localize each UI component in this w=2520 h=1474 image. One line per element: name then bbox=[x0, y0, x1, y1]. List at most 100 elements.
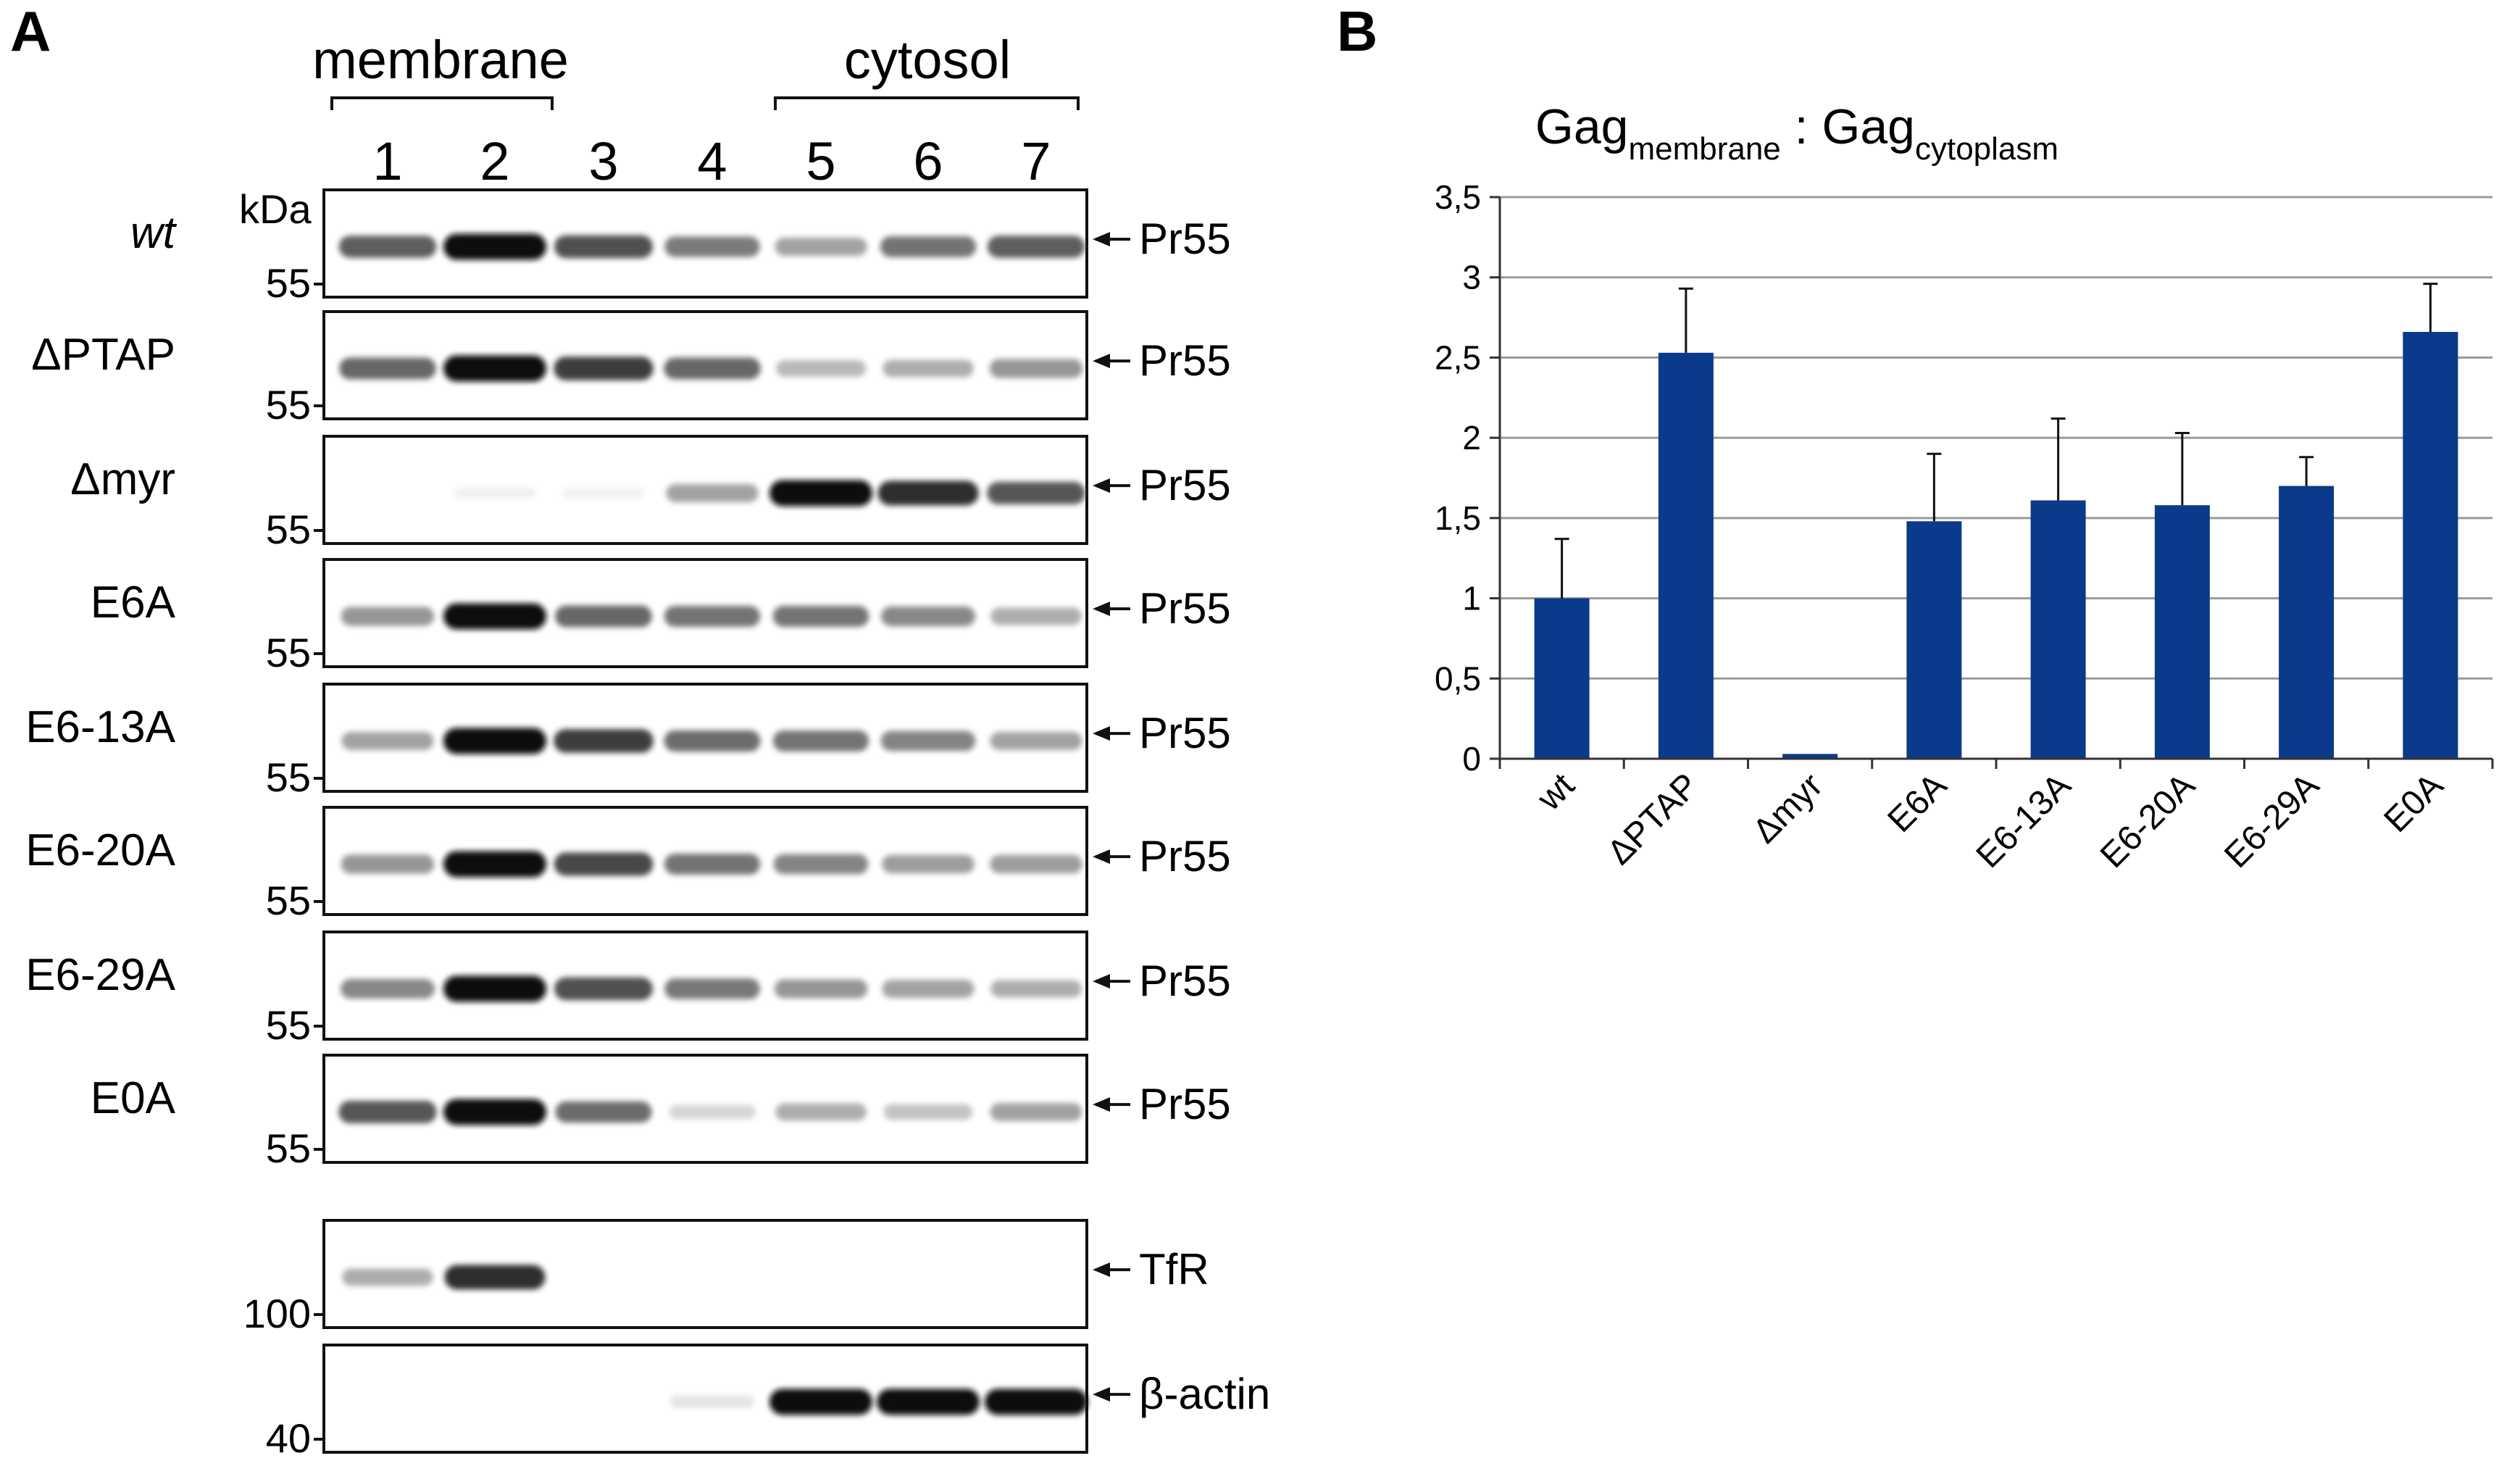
y-tick-label: 0 bbox=[1462, 740, 1481, 778]
lane-number-1: 1 bbox=[372, 131, 402, 191]
band-lane-1 bbox=[342, 1268, 433, 1286]
bar-Δmyr bbox=[1782, 754, 1838, 759]
band-lane-2 bbox=[443, 233, 546, 260]
x-axis-category-labels: wt ΔPTAP Δmyr E6A E6-13A E6-20A E6-29A E0A bbox=[1530, 766, 2450, 875]
chart-title-separator: : bbox=[1781, 99, 1822, 154]
marker-55-kda: 55 bbox=[266, 260, 311, 306]
band-lane-5 bbox=[774, 979, 868, 999]
blot-row-E6-20A: 55 E6-20A Pr55 bbox=[25, 806, 1231, 923]
error-bars bbox=[1554, 283, 2438, 599]
x-label-Δmyr: Δmyr bbox=[1745, 766, 1830, 851]
arrow-head bbox=[1093, 726, 1110, 741]
band-lane-2 bbox=[443, 603, 546, 630]
x-label-E6A: E6A bbox=[1881, 766, 1955, 840]
marker-55-kda: 55 bbox=[266, 754, 311, 800]
y-tick-label: 2,5 bbox=[1435, 338, 1481, 376]
band-lane-2 bbox=[454, 487, 536, 499]
chart-title-gag-2: Gag bbox=[1822, 99, 1915, 154]
row-label: E6-20A bbox=[25, 825, 175, 875]
blot-row-wt: 55 wt Pr55 bbox=[130, 188, 1231, 306]
y-tick-label: 1,5 bbox=[1435, 499, 1481, 537]
band-lane-4 bbox=[664, 605, 761, 627]
group-membrane-label: membrane bbox=[312, 30, 569, 90]
blot-row-Δmyr: 55 Δmyr Pr55 bbox=[70, 435, 1231, 552]
blot-frame bbox=[322, 1219, 1088, 1329]
chart-title-sub-cytoplasm: cytoplasm bbox=[1915, 131, 2058, 167]
band-label-β-actin: β-actin bbox=[1139, 1370, 1270, 1418]
blot-row-ΔPTAP: 55 ΔPTAP Pr55 bbox=[31, 310, 1231, 428]
band-label-Pr55: Pr55 bbox=[1139, 461, 1231, 509]
y-tick-label: 3,5 bbox=[1435, 178, 1481, 216]
band-lane-3 bbox=[555, 605, 652, 628]
band-lane-4 bbox=[664, 357, 761, 380]
band-lane-5 bbox=[772, 730, 869, 751]
band-lane-5 bbox=[769, 480, 872, 507]
bar-E6-13A bbox=[2030, 500, 2086, 759]
bar-series bbox=[1534, 332, 2458, 759]
band-label-TfR: TfR bbox=[1139, 1245, 1209, 1294]
blot-row-TfR: 100 TfR bbox=[243, 1219, 1209, 1336]
band-lane-4 bbox=[666, 483, 759, 502]
band-lane-4 bbox=[669, 1395, 755, 1409]
row-label: Δmyr bbox=[70, 454, 175, 504]
band-lane-3 bbox=[554, 357, 654, 380]
band-lane-6 bbox=[882, 979, 975, 998]
panel-b-letter: B bbox=[1337, 0, 1377, 63]
band-lane-1 bbox=[338, 236, 437, 258]
band-lane-5 bbox=[773, 854, 869, 875]
band-lane-3 bbox=[554, 729, 654, 753]
band-lane-1 bbox=[338, 1100, 437, 1124]
band-lane-2 bbox=[443, 975, 546, 1002]
row-label: E6A bbox=[91, 578, 176, 628]
y-tick-label: 0,5 bbox=[1435, 659, 1481, 697]
marker-100-kda: 100 bbox=[243, 1291, 311, 1336]
band-lane-3 bbox=[562, 487, 645, 499]
band-lane-1 bbox=[339, 357, 436, 380]
y-tick-label: 1 bbox=[1462, 580, 1481, 617]
arrow-head bbox=[1093, 478, 1110, 494]
x-label-wt: wt bbox=[1530, 766, 1582, 818]
band-lane-3 bbox=[554, 235, 653, 259]
band-lane-3 bbox=[555, 1101, 652, 1123]
band-lane-4 bbox=[664, 730, 761, 752]
chart-axes bbox=[1490, 196, 2494, 769]
lane-number-3: 3 bbox=[588, 131, 618, 191]
row-label: E6-29A bbox=[25, 950, 175, 1000]
band-label-Pr55: Pr55 bbox=[1139, 215, 1231, 263]
band-lane-6 bbox=[883, 1104, 973, 1120]
band-lane-7 bbox=[989, 359, 1083, 378]
arrow-head bbox=[1093, 1387, 1110, 1402]
blot-row-β-actin: 40 β-actin bbox=[266, 1344, 1270, 1461]
band-lane-4 bbox=[664, 236, 760, 257]
lane-number-2: 2 bbox=[480, 131, 509, 191]
blot-row-E6A: 55 E6A Pr55 bbox=[91, 558, 1231, 675]
lane-number-4: 4 bbox=[697, 131, 727, 191]
bar-wt bbox=[1534, 598, 1590, 759]
band-lane-7 bbox=[990, 607, 1082, 625]
marker-55-kda: 55 bbox=[266, 1002, 311, 1048]
chart-title-gag-1: Gag bbox=[1535, 99, 1629, 154]
row-label: wt bbox=[130, 208, 178, 258]
arrow-head bbox=[1093, 354, 1110, 369]
marker-55-kda: 55 bbox=[266, 507, 311, 552]
bar-E0A bbox=[2403, 332, 2458, 759]
arrow-head bbox=[1093, 601, 1110, 617]
blot-row-E0A: 55 E0A Pr55 bbox=[91, 1054, 1231, 1171]
row-label: ΔPTAP bbox=[31, 330, 175, 380]
panel-a-letter: A bbox=[10, 0, 51, 63]
band-lane-4 bbox=[669, 1104, 756, 1120]
band-lane-1 bbox=[341, 731, 434, 750]
band-lane-5 bbox=[772, 605, 869, 627]
band-lane-2 bbox=[444, 1265, 546, 1290]
y-tick-label: 2 bbox=[1462, 419, 1481, 457]
band-lane-6 bbox=[881, 606, 975, 627]
arrow-head bbox=[1093, 974, 1110, 989]
band-lane-5 bbox=[776, 360, 866, 377]
cytosol-bracket bbox=[774, 96, 1080, 110]
lane-number-5: 5 bbox=[806, 131, 835, 191]
band-label-Pr55: Pr55 bbox=[1139, 1080, 1231, 1128]
lane-number-7: 7 bbox=[1021, 131, 1051, 191]
band-lane-7 bbox=[990, 731, 1082, 750]
band-lane-3 bbox=[554, 852, 654, 876]
